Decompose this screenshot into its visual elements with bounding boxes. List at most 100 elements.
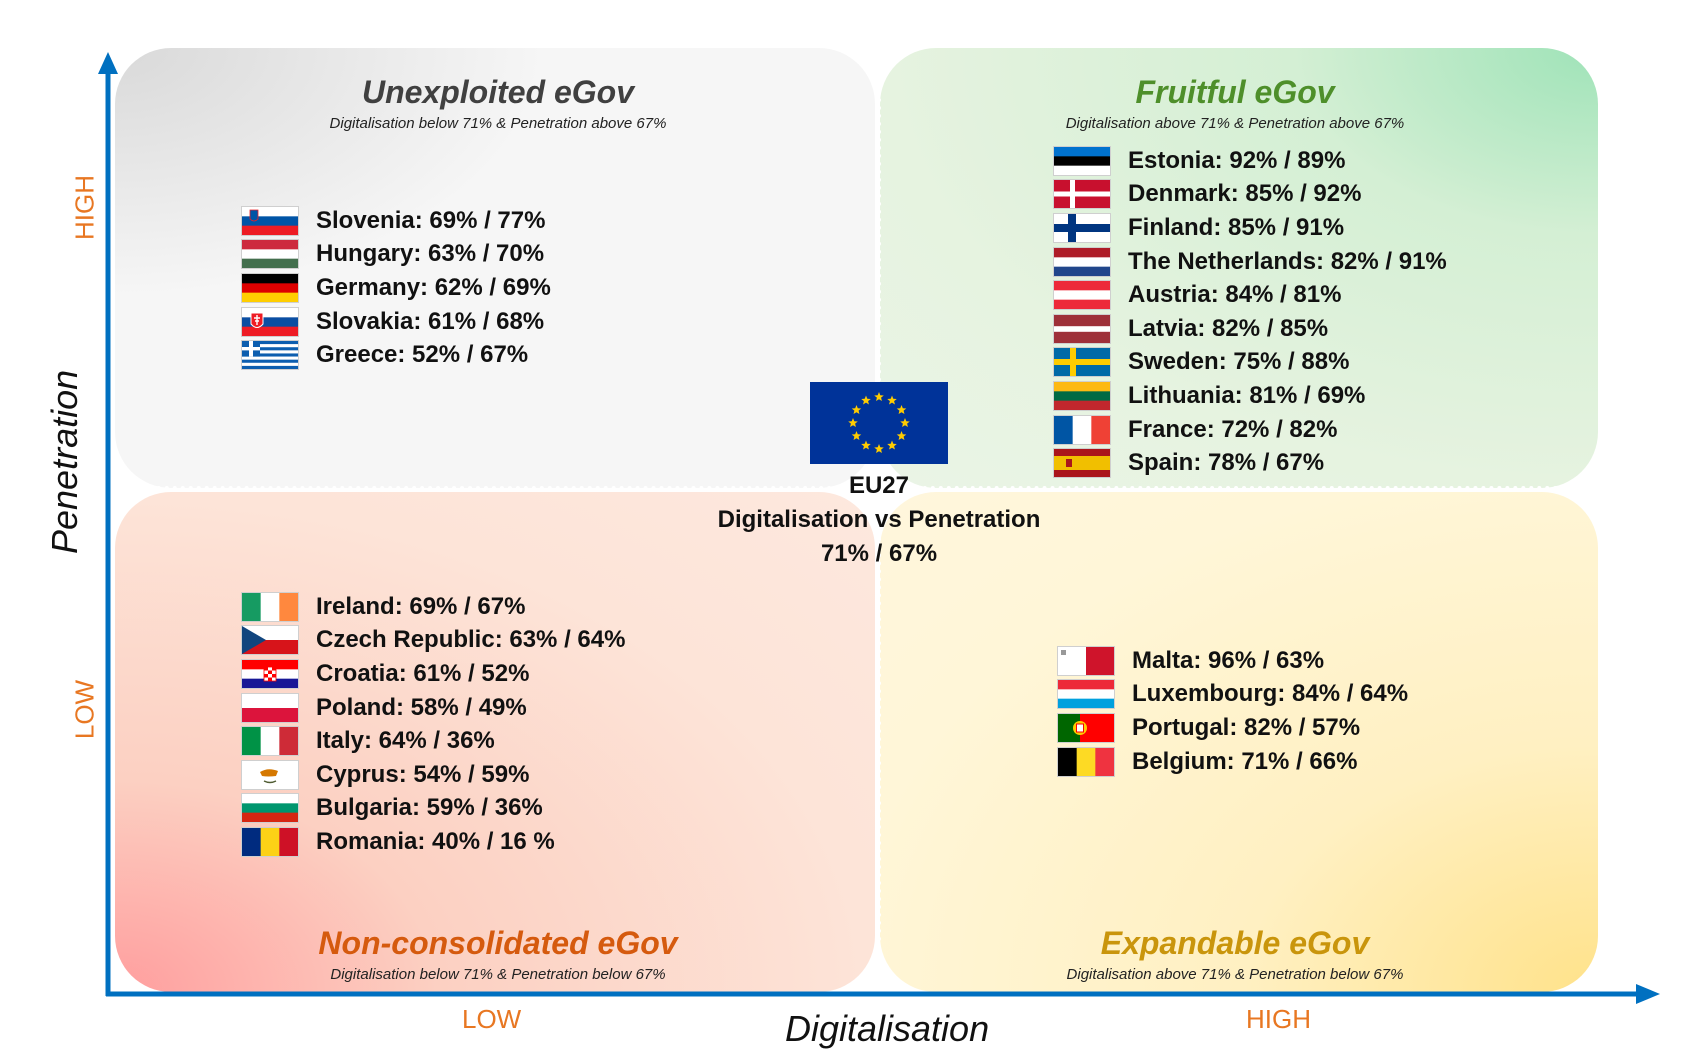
country-label: Estonia: 92% / 89%	[1128, 146, 1346, 174]
subtitle-expandable: Digitalisation above 71% & Penetration b…	[1066, 966, 1404, 983]
x-low-label: LOW	[462, 1004, 522, 1034]
germany-flag-icon	[242, 273, 298, 302]
country-row: Lithuania: 81% / 69%	[1054, 379, 1447, 413]
country-label: Sweden: 75% / 88%	[1128, 348, 1350, 376]
slovenia-flag-icon	[242, 206, 298, 235]
eu-name: EU27	[848, 472, 910, 499]
country-row: Estonia: 92% / 89%	[1054, 144, 1447, 178]
x-high-label: HIGH	[1246, 1004, 1311, 1034]
slovakia-flag-icon	[242, 307, 298, 336]
subtitle-unexploited: Digitalisation below 71% & Penetration a…	[329, 115, 667, 132]
country-label: Croatia: 61% / 52%	[316, 659, 530, 687]
country-row: Austria: 84% / 81%	[1054, 278, 1447, 312]
country-row: France: 72% / 82%	[1054, 413, 1447, 447]
subtitle-non-consolidated: Digitalisation below 71% & Penetration b…	[330, 966, 666, 983]
spain-flag-icon	[1054, 449, 1110, 478]
x-axis-title: Digitalisation	[785, 1008, 990, 1049]
eu-star-icon	[887, 440, 897, 450]
country-label: Spain: 78% / 67%	[1128, 449, 1325, 477]
bulgaria-flag-icon	[242, 794, 298, 823]
country-label: Romania: 40% / 16 %	[316, 827, 555, 855]
eu-star-icon	[887, 395, 897, 405]
country-label: Lithuania: 81% / 69%	[1128, 381, 1366, 409]
title-non-consolidated: Non-consolidated eGov	[318, 925, 678, 961]
y-axis-title: Penetration	[44, 369, 85, 554]
country-row: Cyprus: 54% / 59%	[242, 758, 625, 792]
title-unexploited: Unexploited eGov	[361, 74, 635, 110]
eu-star-icon	[896, 431, 907, 441]
country-list-expandable: Malta: 96% / 63% Luxembourg: 84% / 64% Por…	[1058, 644, 1408, 778]
country-row: Greece: 52% / 67%	[242, 338, 551, 372]
country-row: Spain: 78% / 67%	[1054, 446, 1447, 480]
country-label: Portugal: 82% / 57%	[1132, 713, 1361, 741]
eu-stars	[848, 392, 910, 454]
romania-flag-icon	[242, 827, 298, 856]
country-label: Slovenia: 69% / 77%	[316, 206, 546, 234]
country-label: Ireland: 69% / 67%	[316, 592, 526, 620]
country-row: Denmark: 85% / 92%	[1054, 178, 1447, 212]
country-row: Czech Republic: 63% / 64%	[242, 624, 625, 658]
france-flag-icon	[1054, 415, 1110, 444]
quadrant-fruitful	[880, 48, 1598, 488]
sweden-flag-icon	[1054, 348, 1110, 377]
country-row: Malta: 96% / 63%	[1058, 644, 1408, 678]
y-low-label: LOW	[69, 679, 100, 740]
y-axis-arrow	[98, 52, 118, 74]
country-row: Italy: 64% / 36%	[242, 724, 625, 758]
country-row: Latvia: 82% / 85%	[1054, 312, 1447, 346]
greece-flag-icon	[242, 341, 298, 370]
poland-flag-icon	[242, 693, 298, 722]
country-label: Malta: 96% / 63%	[1132, 646, 1325, 674]
country-label: Czech Republic: 63% / 64%	[316, 626, 626, 654]
country-list-fruitful: Estonia: 92% / 89% Denmark: 85% / 92% Finl…	[1054, 144, 1447, 480]
country-label: The Netherlands: 82% / 91%	[1128, 247, 1447, 275]
country-row: Hungary: 63% / 70%	[242, 238, 551, 272]
quadrant-non-consolidated	[115, 492, 875, 992]
malta-flag-icon	[1058, 646, 1114, 675]
quadrant-expandable	[880, 492, 1598, 992]
country-row: Portugal: 82% / 57%	[1058, 711, 1408, 745]
quadrant-unexploited	[115, 48, 875, 488]
vertical-divider	[877, 58, 881, 998]
x-axis-arrow	[1636, 984, 1660, 1004]
czech-flag-icon	[242, 626, 298, 655]
title-expandable: Expandable eGov	[1100, 925, 1370, 961]
eu-star-icon	[861, 440, 871, 450]
country-label: Cyprus: 54% / 59%	[316, 760, 530, 788]
italy-flag-icon	[242, 727, 298, 756]
eu-flag	[810, 382, 948, 464]
country-row: Ireland: 69% / 67%	[242, 590, 625, 624]
netherlands-flag-icon	[1054, 247, 1110, 276]
eu-star-icon	[851, 431, 862, 441]
subtitle-fruitful: Digitalisation above 71% & Penetration a…	[1065, 115, 1405, 132]
country-label: Italy: 64% / 36%	[316, 727, 495, 755]
country-row: Finland: 85% / 91%	[1054, 211, 1447, 245]
country-label: Latvia: 82% / 85%	[1128, 314, 1329, 342]
croatia-flag-icon	[242, 659, 298, 688]
country-label: France: 72% / 82%	[1128, 415, 1338, 443]
finland-flag-icon	[1054, 213, 1110, 242]
eu-star-icon	[896, 405, 907, 415]
country-row: Slovenia: 69% / 77%	[242, 204, 551, 238]
country-row: Sweden: 75% / 88%	[1054, 346, 1447, 380]
eu-star-icon	[900, 418, 910, 428]
country-label: Austria: 84% / 81%	[1128, 281, 1342, 309]
country-row: Bulgaria: 59% / 36%	[242, 792, 625, 826]
eu-star-icon	[874, 392, 884, 402]
eu-comparison-label: Digitalisation vs Penetration	[717, 506, 1041, 533]
country-list-unexploited: Slovenia: 69% / 77% Hungary: 63% / 70% Ger…	[242, 204, 551, 372]
country-row: Luxembourg: 84% / 64%	[1058, 678, 1408, 712]
austria-flag-icon	[1054, 281, 1110, 310]
hungary-flag-icon	[242, 240, 298, 269]
country-label: Bulgaria: 59% / 36%	[316, 794, 543, 822]
country-row: The Netherlands: 82% / 91%	[1054, 245, 1447, 279]
country-label: Slovakia: 61% / 68%	[316, 307, 545, 335]
eu-star-icon	[861, 395, 871, 405]
eu-value: 71% / 67%	[820, 540, 938, 567]
title-fruitful: Fruitful eGov	[1135, 74, 1335, 110]
country-label: Belgium: 71% / 66%	[1132, 747, 1358, 775]
estonia-flag-icon	[1054, 146, 1110, 175]
lithuania-flag-icon	[1054, 381, 1110, 410]
country-row: Romania: 40% / 16 %	[242, 825, 625, 859]
